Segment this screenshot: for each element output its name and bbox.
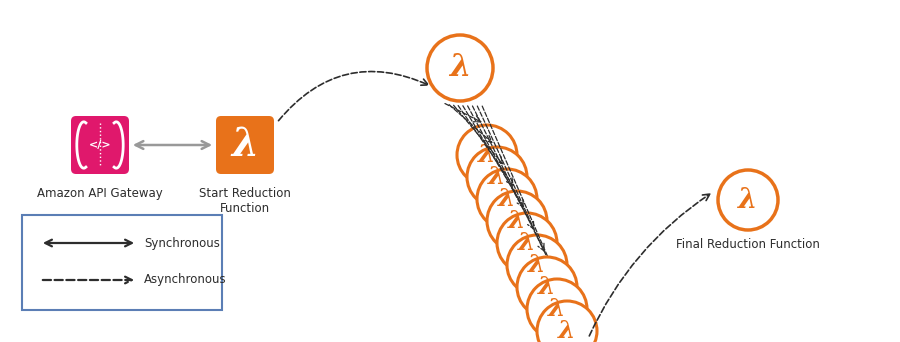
Circle shape bbox=[427, 35, 493, 101]
Circle shape bbox=[467, 147, 527, 207]
Circle shape bbox=[527, 279, 587, 339]
Text: λ: λ bbox=[528, 253, 545, 277]
FancyBboxPatch shape bbox=[216, 116, 274, 174]
FancyBboxPatch shape bbox=[71, 116, 129, 174]
Text: λ: λ bbox=[488, 165, 506, 189]
Circle shape bbox=[457, 125, 517, 185]
Text: Amazon API Gateway: Amazon API Gateway bbox=[37, 187, 163, 200]
Circle shape bbox=[537, 301, 597, 342]
Text: Final Reduction Function: Final Reduction Function bbox=[676, 238, 820, 251]
Circle shape bbox=[718, 170, 778, 230]
Text: Asynchronous: Asynchronous bbox=[144, 274, 227, 287]
Text: λ: λ bbox=[231, 126, 258, 164]
Circle shape bbox=[497, 213, 557, 273]
Circle shape bbox=[477, 169, 537, 229]
Circle shape bbox=[517, 257, 577, 317]
FancyBboxPatch shape bbox=[22, 215, 222, 310]
Text: </>: </> bbox=[89, 140, 112, 150]
Text: λ: λ bbox=[518, 231, 536, 255]
Text: Start Reduction
Function: Start Reduction Function bbox=[199, 187, 291, 215]
Text: λ: λ bbox=[538, 275, 556, 299]
Text: λ: λ bbox=[499, 187, 516, 211]
Text: λ: λ bbox=[449, 53, 471, 83]
Text: λ: λ bbox=[548, 297, 566, 321]
Text: λ: λ bbox=[508, 209, 526, 233]
Text: λ: λ bbox=[738, 186, 758, 213]
Text: Synchronous: Synchronous bbox=[144, 237, 220, 250]
Text: λ: λ bbox=[478, 143, 496, 167]
Text: λ: λ bbox=[558, 319, 576, 342]
Circle shape bbox=[487, 191, 547, 251]
Circle shape bbox=[507, 235, 567, 295]
